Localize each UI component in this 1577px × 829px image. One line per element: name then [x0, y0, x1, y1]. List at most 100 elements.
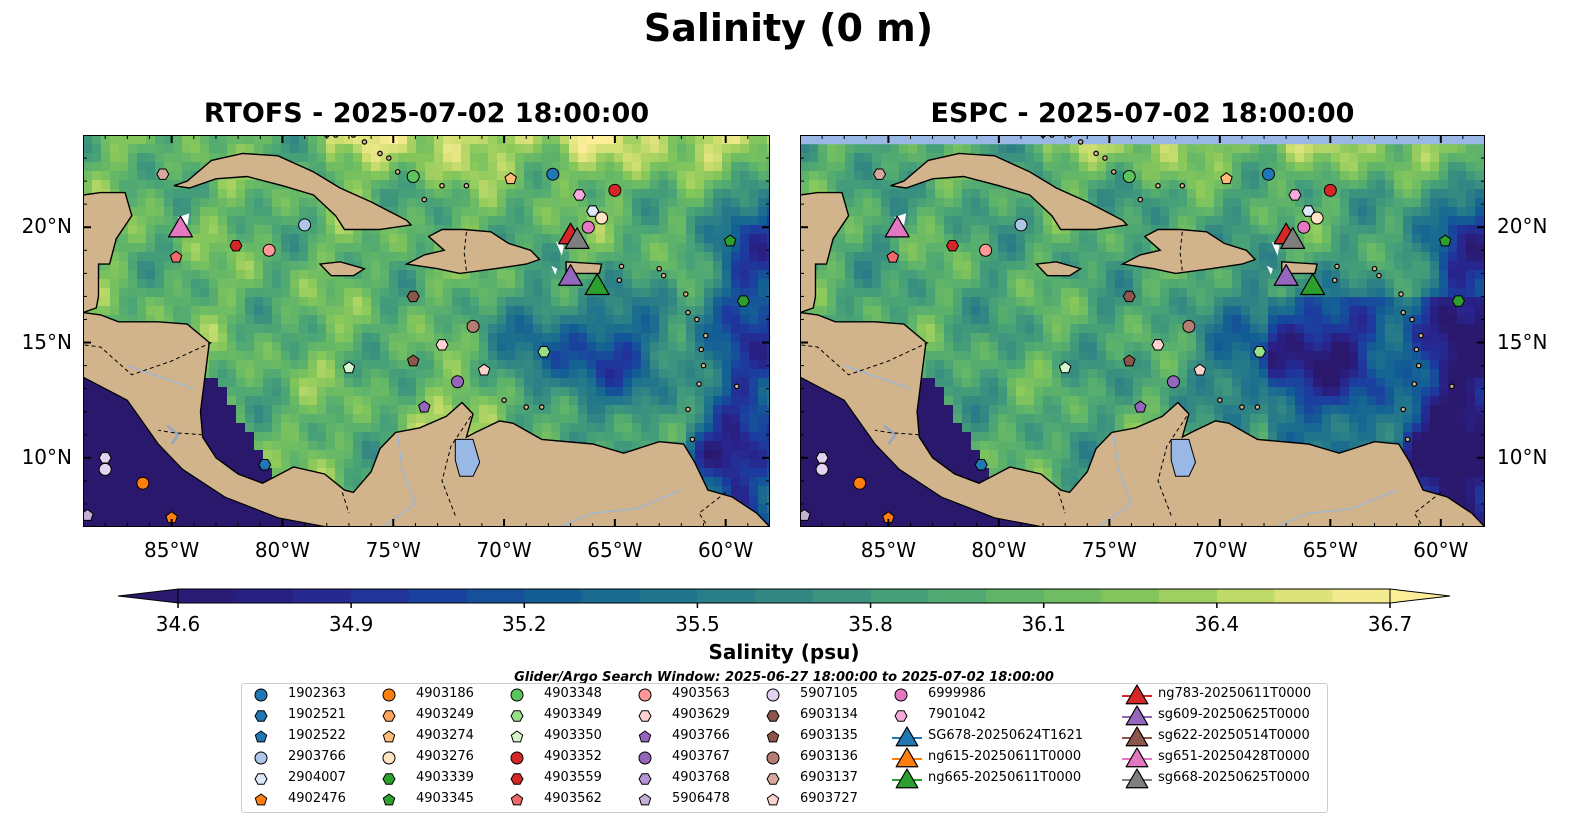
- legend-marker-shape: [1125, 768, 1149, 789]
- colorbar-tick-label: 35.2: [502, 612, 547, 636]
- argo-float-marker: [1058, 361, 1072, 374]
- legend-marker: [766, 793, 780, 806]
- glider-marker: [884, 215, 910, 238]
- legend-label: SG678-20250624T1621: [928, 728, 1084, 743]
- legend-label: ng615-20250611T0000: [928, 749, 1082, 764]
- legend-label: 4903349: [544, 707, 602, 722]
- legend-label: 1902521: [288, 707, 346, 722]
- legend-marker: [892, 768, 922, 789]
- colorbar-segment: [755, 589, 814, 603]
- argo-float-marker: [723, 234, 737, 247]
- lon-tick-label-espc: 65°W: [1302, 538, 1358, 562]
- argo-float-marker: [1193, 363, 1207, 376]
- lat-tick-label-left: 10°N: [21, 444, 72, 469]
- argo-float-marker: [418, 400, 431, 413]
- island-jamaica: [1034, 261, 1083, 277]
- lat-tick-label-right: 10°N: [1497, 444, 1548, 469]
- legend-label: 6999986: [928, 686, 986, 701]
- colorbar-extend-max: [1389, 588, 1451, 604]
- legend-label: 1902363: [288, 686, 346, 701]
- island-cuba: [173, 152, 413, 231]
- land-rtofs: [83, 135, 770, 527]
- colorbar-segment: [466, 589, 525, 603]
- argo-float-marker: [1288, 189, 1302, 201]
- legend-marker-shape: [638, 751, 652, 765]
- legend-marker-shape: [382, 751, 396, 765]
- glider-marker: [564, 227, 590, 249]
- legend-marker-shape: [638, 730, 652, 743]
- argo-float-marker: [1261, 167, 1275, 181]
- argo-float-marker: [229, 239, 243, 252]
- argo-float-marker: [979, 243, 993, 257]
- map-panel-rtofs[interactable]: [83, 135, 770, 527]
- south-america-central-america: [800, 311, 1485, 527]
- country-borders: [800, 231, 1442, 527]
- legend-marker: [510, 730, 524, 743]
- legend-marker-shape: [1125, 726, 1149, 747]
- argo-float-marker: [537, 346, 551, 358]
- legend-marker: [638, 793, 652, 806]
- legend-marker: [510, 688, 524, 702]
- legend-label: 4903276: [416, 749, 474, 764]
- argo-float-marker: [1134, 400, 1147, 413]
- argo-float-marker: [586, 205, 600, 217]
- legend-marker-shape: [254, 710, 268, 722]
- colorbar-tick-label: 34.6: [155, 612, 201, 636]
- legend-marker: [382, 710, 396, 722]
- legend-marker-shape: [382, 730, 396, 743]
- legend-marker-shape: [382, 773, 396, 785]
- colorbar-tick-label: 36.1: [1021, 612, 1066, 636]
- argo-float-marker: [435, 339, 449, 351]
- legend-label: 4903339: [416, 770, 474, 785]
- legend-marker: [638, 730, 652, 743]
- argo-float-marker: [406, 290, 420, 303]
- lon-tick-label-rtofs: 75°W: [365, 538, 421, 562]
- legend-marker: [892, 747, 922, 768]
- colorbar-extend-min: [117, 588, 179, 604]
- legend-marker-shape: [638, 793, 652, 806]
- colorbar-segment: [870, 589, 929, 603]
- legend-marker: [1122, 747, 1152, 768]
- legend-label: 5907105: [800, 686, 858, 701]
- pacific-ocean: [83, 376, 343, 527]
- lon-tick-label-rtofs: 60°W: [698, 538, 754, 562]
- argo-float-marker: [1122, 170, 1136, 184]
- argo-float-marker: [98, 462, 112, 476]
- legend-label: 6903727: [800, 791, 858, 806]
- legend-label: 6903136: [800, 749, 858, 764]
- argo-float-marker: [581, 220, 595, 234]
- colorbar-segment: [1216, 589, 1276, 603]
- argo-float-marker: [98, 452, 112, 464]
- legend-label: ng665-20250611T0000: [928, 770, 1082, 785]
- argo-float-marker: [83, 508, 94, 521]
- argo-float-marker: [1122, 290, 1136, 303]
- colorbar-tick-label: 35.8: [848, 612, 893, 636]
- colorbar-segment: [351, 589, 410, 603]
- legend-label: sg609-20250625T0000: [1158, 707, 1310, 722]
- argo-float-marker: [1182, 319, 1196, 333]
- legend: 1902363 1902521 1902522 2903766 2904007 49024…: [241, 683, 1328, 813]
- country-borders: [83, 231, 727, 527]
- legend-marker-shape: [894, 688, 908, 702]
- legend-marker-shape: [510, 710, 524, 722]
- lon-tick-label-rtofs: 65°W: [587, 538, 643, 562]
- colorbar-tick-label: 36.7: [1367, 612, 1413, 636]
- pacific-ocean: [800, 376, 1059, 527]
- colorbar-segment: [1101, 589, 1160, 603]
- legend-marker-shape: [766, 730, 780, 743]
- argo-float-marker: [1301, 205, 1315, 217]
- lat-tick-label-right: 20°N: [1497, 214, 1548, 239]
- island-jamaica: [318, 261, 367, 277]
- legend-marker: [638, 710, 652, 722]
- legend-label: sg622-20250514T0000: [1158, 728, 1310, 743]
- legend-marker: [766, 688, 780, 702]
- legend-label: 5906478: [672, 791, 730, 806]
- colorbar-segment: [178, 589, 237, 603]
- axes-frame: [83, 135, 770, 527]
- colorbar-segment: [1332, 589, 1391, 603]
- colorbar-label: Salinity (psu): [708, 640, 860, 664]
- argo-float-marker: [477, 363, 491, 376]
- legend-label: 7901042: [928, 707, 986, 722]
- map-panel-espc[interactable]: [800, 135, 1485, 527]
- argo-float-marker: [608, 183, 622, 197]
